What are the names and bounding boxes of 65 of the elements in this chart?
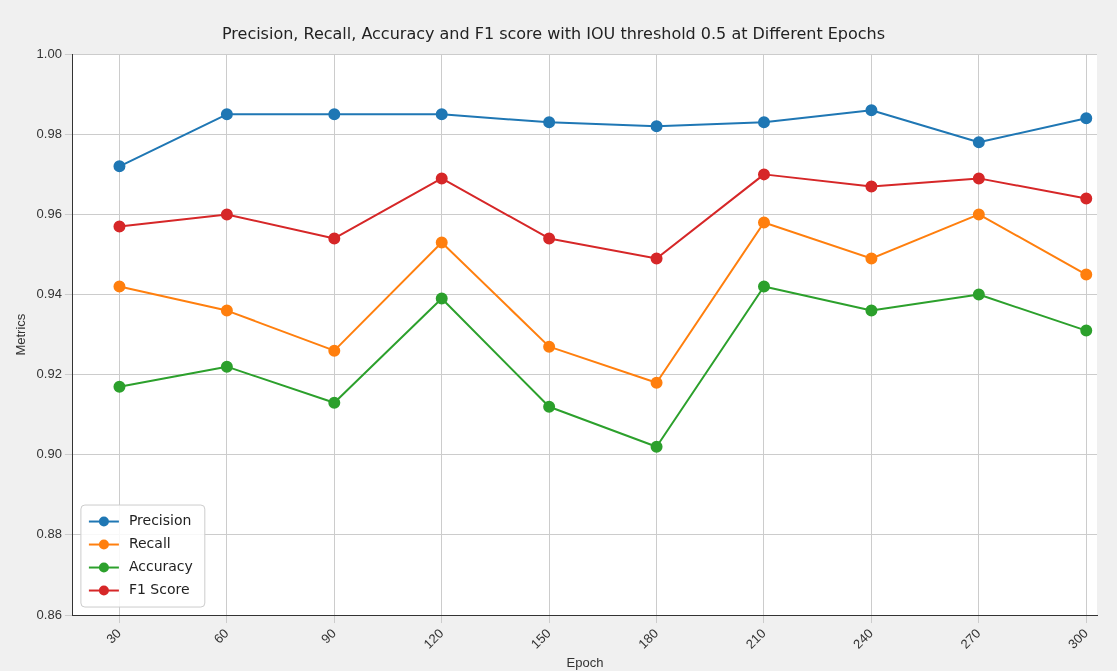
- point: [328, 108, 341, 121]
- point: [1080, 268, 1093, 281]
- point: [757, 168, 770, 181]
- point: [113, 280, 126, 293]
- point: [1080, 192, 1093, 205]
- x-tick-label: 270: [957, 625, 984, 652]
- y-tick-label: 1.00: [36, 45, 62, 61]
- point: [650, 120, 663, 133]
- x-tick-label: 30: [103, 625, 125, 647]
- x-tick-label: 120: [420, 625, 447, 652]
- point: [435, 236, 448, 249]
- point: [543, 232, 556, 245]
- y-tick-label: 0.90: [36, 446, 62, 462]
- point: [543, 400, 556, 413]
- x-tick-label: 210: [742, 625, 769, 652]
- point: [757, 280, 770, 293]
- y-tick-label: 0.94: [36, 286, 62, 302]
- point: [328, 344, 341, 357]
- point: [220, 360, 233, 373]
- point: [328, 396, 341, 409]
- point: [757, 216, 770, 229]
- legend-label: Recall: [128, 535, 171, 552]
- point: [757, 116, 770, 129]
- x-axis-title: Epoch: [566, 654, 604, 670]
- point: [113, 380, 126, 393]
- point: [650, 252, 663, 265]
- point: [650, 440, 663, 453]
- point: [435, 108, 448, 121]
- y-tick-label: 0.88: [36, 526, 62, 542]
- x-tick-label: 90: [318, 625, 339, 647]
- x-tick-label: 240: [850, 625, 877, 652]
- point: [220, 304, 233, 317]
- x-tick-label: 60: [210, 625, 232, 647]
- point: [543, 340, 556, 353]
- y-tick-label: 0.92: [36, 366, 62, 382]
- chart-title: Precision, Recall, Accuracy and F1 score with IOU threshold 0.5 at Different Epochs: [221, 23, 886, 43]
- x-tick-label: 300: [1064, 625, 1091, 652]
- legend-label: Precision: [128, 512, 192, 529]
- point: [865, 252, 878, 265]
- point: [972, 136, 985, 149]
- point: [113, 160, 126, 173]
- point: [435, 292, 448, 305]
- point: [543, 116, 556, 129]
- point: [972, 208, 985, 221]
- y-tick-label: 0.98: [36, 125, 62, 141]
- point: [220, 208, 233, 221]
- point: [1080, 324, 1093, 337]
- y-tick-label: 0.96: [36, 206, 62, 222]
- point: [972, 172, 985, 185]
- legend-label: Accuracy: [128, 558, 193, 575]
- point: [328, 232, 341, 245]
- point: [865, 180, 878, 193]
- point: [865, 104, 878, 117]
- point: [972, 288, 985, 301]
- y-tick-label: 0.86: [36, 606, 62, 622]
- point: [220, 108, 233, 121]
- point: [435, 172, 448, 185]
- point: [1080, 112, 1093, 125]
- y-axis-title: Metrics: [13, 313, 29, 356]
- x-tick-label: 180: [635, 625, 662, 652]
- point: [865, 304, 878, 317]
- point: [650, 376, 663, 389]
- x-tick-label: 150: [527, 625, 554, 652]
- point: [113, 220, 126, 233]
- legend-label: F1 Score: [128, 581, 190, 598]
